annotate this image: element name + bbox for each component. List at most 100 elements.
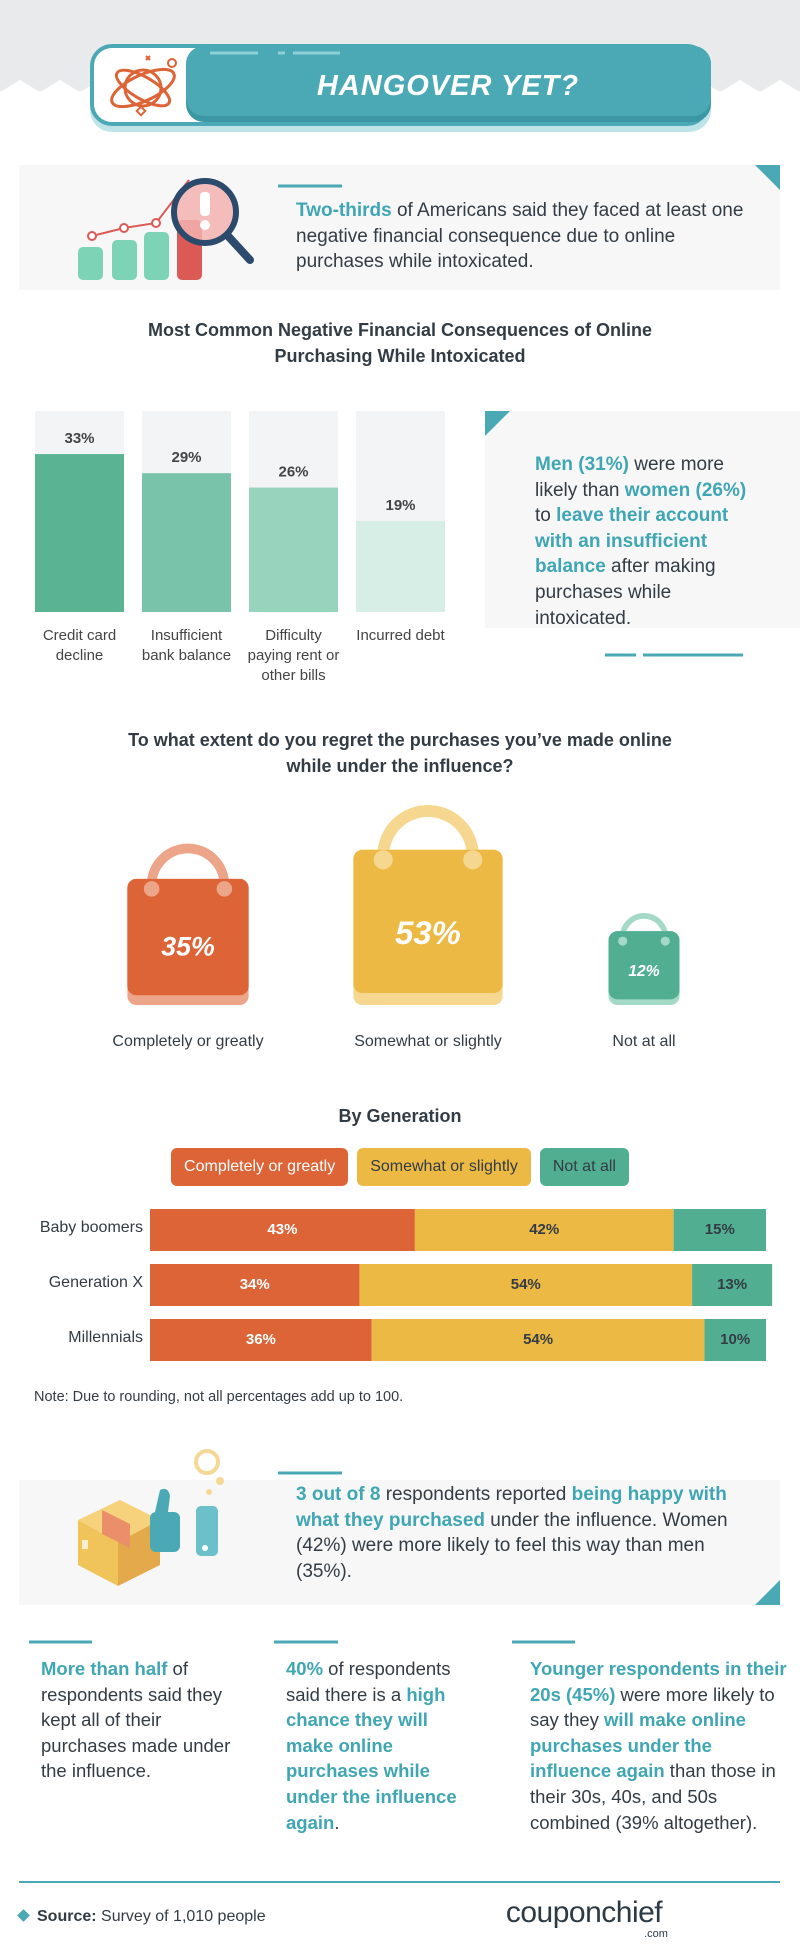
bag-ring [143, 881, 160, 897]
bar-segment [371, 1319, 705, 1361]
source: Source: Survey of 1,010 people [37, 1908, 266, 1925]
text: of Americans said they faced at least on… [296, 200, 744, 273]
text: under the influence. Women (42%) were mo… [296, 1509, 728, 1582]
highlight: high chance they will make online purcha… [286, 1683, 457, 1833]
bar-label: 29% [171, 449, 201, 466]
bar-segment [414, 1209, 674, 1251]
text: of respondents said there is a [286, 1658, 451, 1705]
logo [110, 55, 177, 117]
bag-ring [660, 936, 670, 946]
row-label: Baby boomers [39, 1219, 143, 1236]
brand: couponchief [506, 1896, 663, 1929]
intro-illustration [78, 178, 254, 280]
segment-label: 54% [511, 1276, 541, 1293]
corner [485, 411, 510, 436]
corner [755, 1580, 780, 1605]
charts: 33% 29% 26% 19% 35% 53% 12% 43% 42% 15% 34% 54% 13% 3… [35, 411, 773, 1361]
segment-label: 42% [529, 1221, 559, 1238]
bullet [17, 1909, 30, 1922]
bag-handle [619, 913, 669, 938]
bag-label: 35% [161, 931, 214, 961]
banner-panel [186, 46, 711, 116]
corner [755, 165, 780, 190]
bag-ring [216, 881, 233, 897]
category-label: Incurred debt [356, 627, 445, 644]
note: Note: Due to rounding, not all percentag… [34, 1389, 404, 1405]
bar [249, 487, 338, 612]
bag [608, 931, 680, 1000]
bag-ring [618, 936, 628, 946]
chart-title-text: By Generation [338, 1106, 462, 1126]
happy-illustration [78, 1449, 224, 1586]
bar-label: 19% [385, 497, 415, 514]
category-label: Difficulty paying rent or other bills [247, 627, 340, 684]
bar-segment [150, 1209, 415, 1251]
happy-text: 3 out of 8 respondents reported being ha… [296, 1482, 758, 1584]
segment-label: 34% [240, 1276, 270, 1293]
highlight: More than half [41, 1658, 168, 1679]
chart-title-text: To what extent do you regret the purchas… [128, 730, 672, 776]
bag-handle [377, 805, 479, 857]
fact-text: More than half of respondents said they … [41, 1656, 241, 1784]
bag-ring [463, 850, 483, 870]
category-label: Insufficient bank balance [141, 627, 232, 664]
fact-text: Younger respondents in their 20s (45%) w… [530, 1656, 792, 1835]
text: were more likely than [535, 454, 724, 501]
bag-label: 12% [628, 963, 659, 980]
text: than those in their 30s, 40s, and 50s co… [530, 1760, 776, 1833]
title: HANGOVER YET? [317, 70, 579, 102]
highlight: women (26%) [624, 479, 747, 501]
bag [353, 849, 503, 994]
category-label: Not at all [612, 1033, 676, 1050]
segment-label: 13% [717, 1276, 747, 1293]
fact-text: 40% of respondents said there is a high … [286, 1656, 471, 1835]
bar-segment [704, 1319, 766, 1361]
text: after making purchases while intoxicated… [535, 556, 716, 629]
segment-label: 36% [246, 1331, 276, 1348]
chart-title: To what extent do you regret the purchas… [0, 727, 800, 779]
bag-label: 53% [395, 914, 461, 951]
legend-item: Completely or greatly [171, 1148, 349, 1186]
legend-item: Not at all [539, 1148, 629, 1186]
bar-label: 33% [64, 430, 94, 447]
text: of respondents said they kept all of the… [41, 1658, 231, 1782]
category-label: Completely or greatly [112, 1033, 264, 1050]
highlight: 3 out of 8 [296, 1484, 381, 1505]
bar-segment [150, 1264, 360, 1306]
intro-text: Two-thirds of Americans said they faced … [296, 198, 756, 275]
highlight: Two-thirds [296, 200, 392, 221]
text: . [334, 1811, 340, 1833]
segment-label: 15% [705, 1221, 735, 1238]
source-text: Survey of 1,010 people [97, 1908, 266, 1925]
legend: Completely or greatly Somewhat or slightl… [0, 1148, 800, 1186]
bag [127, 878, 249, 996]
row-label: Generation X [48, 1274, 143, 1291]
text: were more likely to say they [530, 1683, 775, 1731]
segment-label: 10% [720, 1331, 750, 1348]
category-label: Credit card decline [42, 627, 117, 664]
bar [356, 521, 445, 612]
bar-segment [692, 1264, 773, 1306]
category-label: Somewhat or slightly [354, 1033, 502, 1050]
bar [142, 473, 231, 612]
bar-segment [359, 1264, 693, 1306]
bar-label: 26% [278, 464, 308, 481]
source-label: Source: [37, 1908, 97, 1925]
bag-ring [373, 850, 393, 870]
bar-segment [673, 1209, 766, 1251]
legend-item: Somewhat or slightly [357, 1148, 531, 1186]
segment-label: 54% [523, 1331, 553, 1348]
chart-title-text: Most Common Negative Financial Consequen… [147, 320, 653, 366]
highlight: leave their account with an insufficient… [535, 505, 729, 578]
text: to [535, 505, 557, 527]
highlight: 40% [286, 1658, 324, 1679]
chart-title: By Generation [0, 1103, 800, 1129]
callout-panel [485, 411, 800, 628]
segment-label: 43% [267, 1221, 297, 1238]
chart-title: Most Common Negative Financial Consequen… [0, 317, 800, 369]
bar [35, 454, 124, 612]
highlight: being happy with what they purchased [296, 1484, 727, 1531]
highlight: Younger respondents in their 20s (45%) [530, 1658, 787, 1705]
